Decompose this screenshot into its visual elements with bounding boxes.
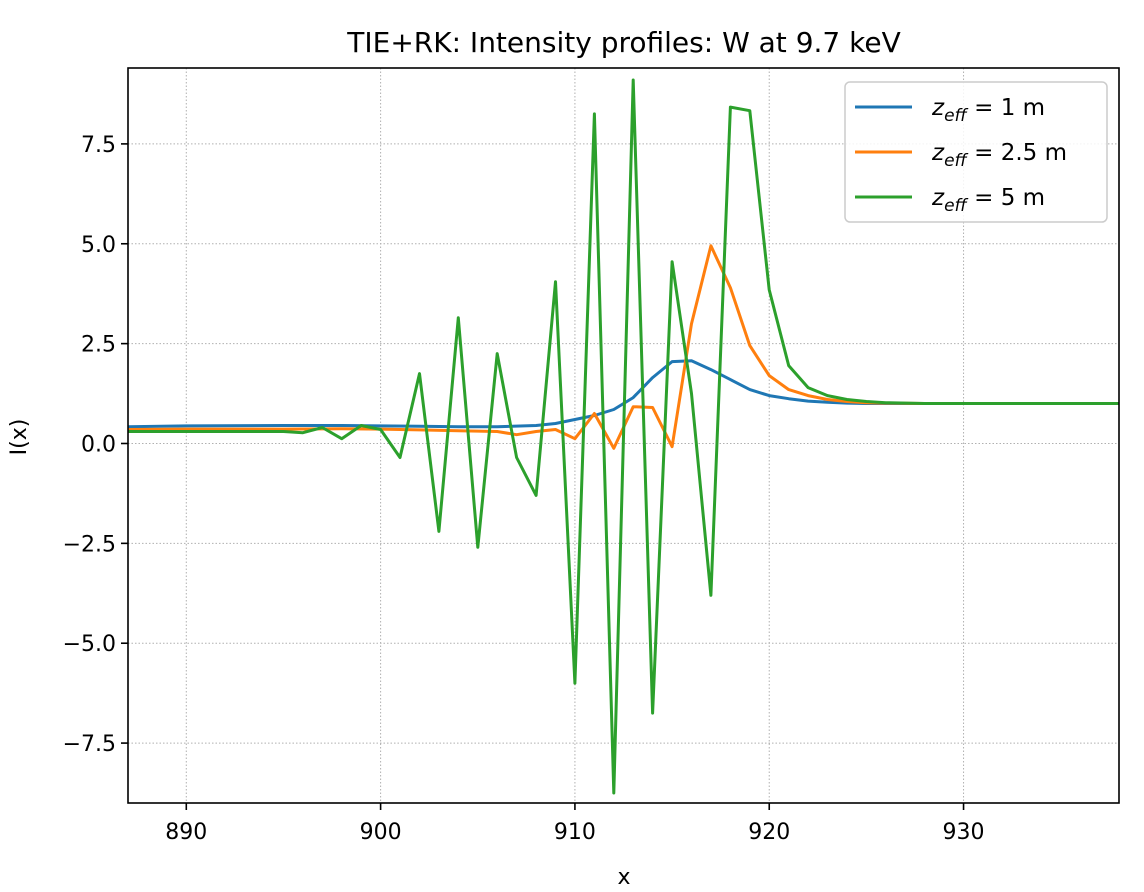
x-tick-label: 900	[360, 820, 402, 845]
y-tick-label: −2.5	[63, 532, 116, 557]
y-tick-label: −7.5	[63, 732, 116, 757]
y-tick-label: 2.5	[81, 333, 116, 358]
y-axis-label: I(x)	[7, 419, 32, 456]
x-axis: 890 900 910 920 930	[165, 803, 985, 845]
x-tick-label: 920	[748, 820, 790, 845]
chart-title: TIE+RK: Intensity profiles: W at 9.7 keV	[346, 26, 900, 59]
y-tick-label: 5.0	[81, 233, 116, 258]
legend: zeff = 1 m zeff = 2.5 m zeff = 5 m	[844, 81, 1108, 223]
series-layer	[128, 78, 1119, 795]
grid	[128, 68, 1119, 803]
legend-label-1: zeff = 1 m	[931, 95, 1045, 126]
legend-box	[844, 81, 1108, 223]
legend-label-3: zeff = 5 m	[931, 185, 1045, 216]
y-axis: −7.5 −5.0 −2.5 0.0 2.5 5.0 7.5	[63, 133, 128, 757]
plot-frame	[127, 67, 1120, 804]
y-tick-label: 0.0	[81, 432, 116, 457]
x-tick-label: 930	[943, 820, 985, 845]
y-tick-label: −5.0	[63, 632, 116, 657]
x-tick-label: 890	[165, 820, 207, 845]
series-line-3	[128, 78, 1119, 795]
y-tick-label: 7.5	[81, 133, 116, 158]
legend-label-2: zeff = 2.5 m	[931, 140, 1067, 171]
x-axis-label: x	[617, 865, 630, 890]
x-tick-label: 910	[554, 820, 596, 845]
